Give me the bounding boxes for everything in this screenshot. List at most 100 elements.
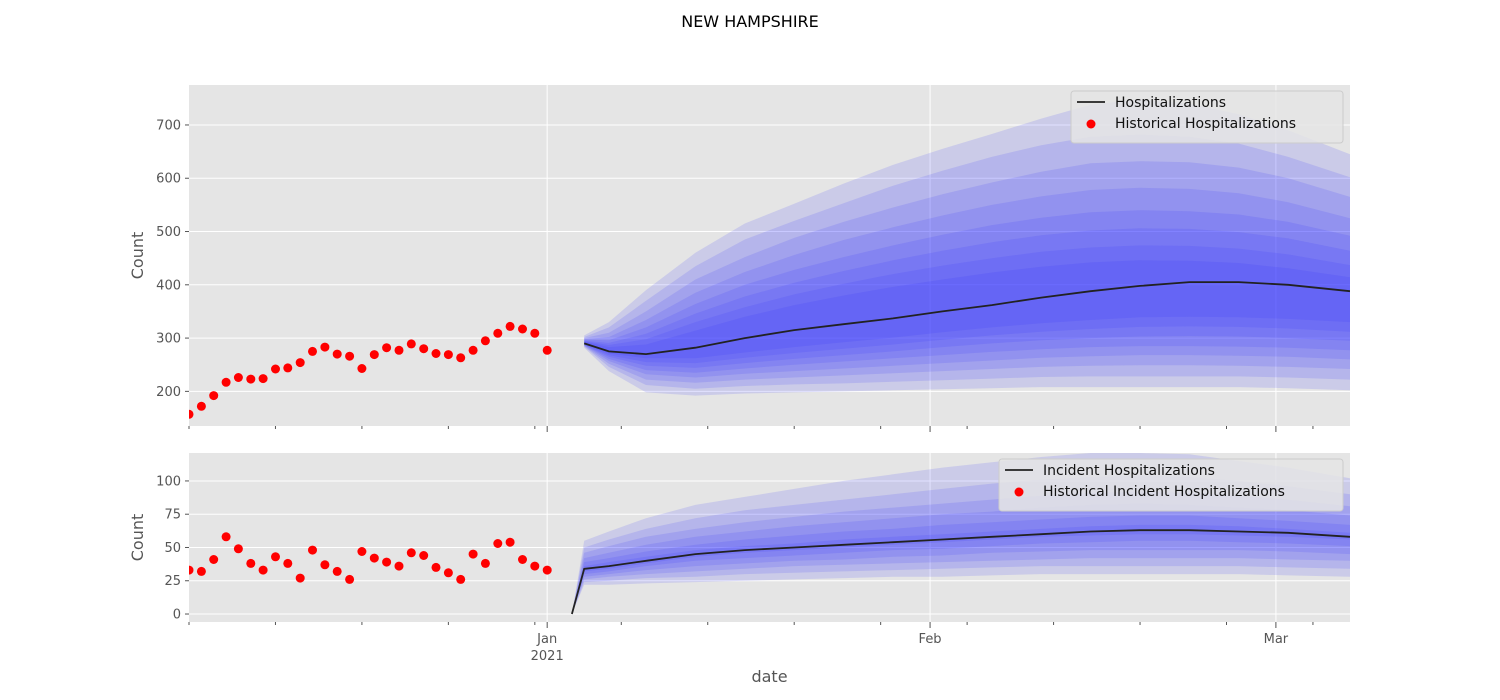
historical-point [443, 350, 453, 360]
x-axis-title: date [751, 667, 787, 686]
historical-point [320, 342, 330, 352]
historical-point [345, 574, 355, 584]
forecast-band-1 [584, 134, 1350, 389]
historical-point [332, 349, 342, 359]
historical-point [406, 339, 416, 349]
median-forecast-line [583, 281, 1350, 356]
forecast-band-2 [584, 161, 1350, 383]
legend-marker-swatch [1086, 119, 1096, 129]
forecast-band-4 [571, 515, 1350, 614]
historical-point [505, 537, 515, 547]
legend-entry-label: Hospitalizations [1115, 95, 1226, 111]
y-tick-label: 100 [156, 474, 181, 489]
historical-point [542, 565, 552, 575]
historical-point [406, 548, 416, 558]
historical-point [369, 350, 379, 360]
historical-point [456, 353, 466, 363]
legend-box [998, 458, 1344, 512]
x-tick-label: Jan [536, 632, 557, 647]
legend-entry-label: Incident Hospitalizations [1043, 463, 1215, 479]
historical-point [493, 539, 503, 548]
historical-point [320, 560, 330, 570]
historical-point [308, 545, 317, 555]
x-tick-sublabel: 2021 [531, 649, 564, 664]
y-tick-label: 200 [156, 385, 181, 400]
historical-point [419, 344, 429, 354]
plot-content [189, 99, 1350, 419]
forecast-band-5 [571, 524, 1350, 614]
historical-point [394, 345, 404, 355]
historical-point [332, 566, 342, 576]
historical-point [530, 328, 540, 338]
historical-point [258, 374, 268, 384]
y-tick-label: 600 [156, 172, 181, 187]
historical-point [295, 573, 305, 583]
historical-point [542, 345, 552, 355]
historical-point [357, 547, 367, 556]
historical-point [209, 391, 219, 401]
historical-point [345, 351, 355, 361]
historical-point [196, 401, 206, 411]
y-tick-label: 500 [156, 225, 181, 240]
y-tick-label: 25 [164, 574, 181, 589]
legend-entry-label: Historical Hospitalizations [1115, 116, 1296, 132]
historical-point [518, 555, 527, 564]
incident-hospitalizations-panel: 0 25 50 75 100 Count Incident Hospitalizations… [128, 453, 1350, 686]
x-tick-label: Feb [919, 632, 942, 647]
historical-point [258, 565, 268, 575]
y-tick-label: 0 [173, 608, 181, 623]
historical-point [271, 552, 280, 562]
y-axis-title: Count [128, 232, 147, 280]
legend-marker-swatch [1014, 487, 1024, 497]
historical-point [189, 565, 194, 575]
historical-point [530, 561, 540, 571]
historical-point [295, 358, 305, 368]
forecast-band-2 [571, 491, 1350, 614]
historical-point [221, 377, 231, 387]
forecast-band-3 [571, 503, 1350, 614]
historical-point [443, 568, 453, 578]
historical-point [493, 328, 503, 338]
historical-point [480, 336, 490, 346]
figure-title: NEW HAMPSHIRE [681, 12, 819, 31]
historical-point [246, 558, 256, 568]
legend: Incident Hospitalizations Historical Inci… [998, 458, 1344, 512]
historical-point [456, 574, 466, 584]
historical-point [196, 566, 206, 576]
historical-point [505, 321, 515, 331]
y-tick-label: 300 [156, 332, 181, 347]
historical-point [419, 551, 429, 560]
median-forecast-line [571, 529, 1350, 615]
forecast-band-3 [584, 187, 1350, 378]
historical-point [233, 373, 243, 382]
historical-point [382, 343, 392, 353]
forecast-band-4 [584, 210, 1350, 373]
y-axis-title: Count [128, 514, 147, 562]
x-tick-label: Mar [1264, 632, 1289, 647]
historical-point [369, 553, 379, 563]
legend: Hospitalizations Historical Hospitalizati… [1070, 90, 1344, 144]
historical-point [468, 549, 478, 559]
y-tick-label: 50 [164, 541, 181, 556]
legend-box [1070, 90, 1344, 144]
historical-point [233, 544, 243, 554]
historical-point [308, 346, 317, 356]
plot-content [189, 453, 1350, 615]
historical-point [431, 349, 441, 358]
historical-point [283, 558, 293, 568]
historical-point [283, 363, 293, 373]
historical-point [221, 532, 231, 542]
historical-point [382, 557, 392, 567]
historical-point [518, 324, 527, 334]
historical-point [189, 409, 194, 419]
forecast-band-0 [584, 99, 1350, 396]
historical-point [357, 364, 367, 373]
historical-point [271, 364, 280, 374]
hospitalizations-panel: 200300400500600700CountHospitalizationsH… [128, 85, 1350, 432]
legend-entry-label: Historical Incident Hospitalizations [1043, 484, 1285, 500]
historical-point [480, 558, 490, 568]
historical-point [468, 345, 478, 355]
y-tick-label: 700 [156, 118, 181, 133]
historical-point [394, 561, 404, 571]
